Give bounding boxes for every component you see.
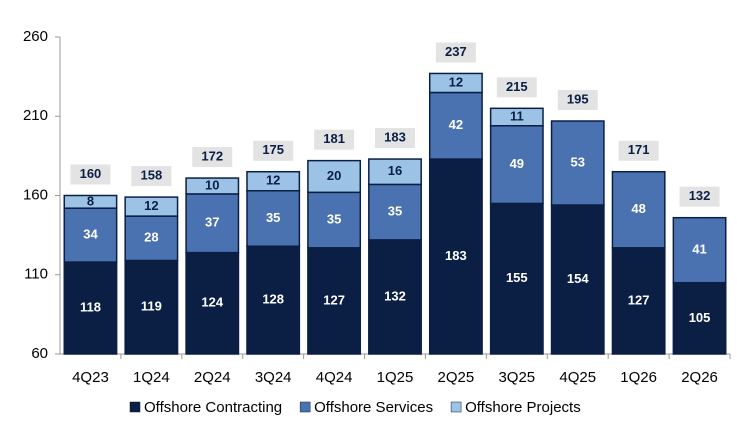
x-tick-label: 1Q25 <box>377 369 414 386</box>
segment-label: 34 <box>83 227 98 242</box>
bar-segment <box>672 216 727 284</box>
segment-label: 12 <box>144 198 158 213</box>
bar-segment <box>307 159 362 194</box>
y-tick-label: 110 <box>24 266 48 283</box>
segment-label: 118 <box>80 299 101 314</box>
legend-swatch <box>129 401 141 413</box>
total-box <box>618 140 659 161</box>
bar-segment <box>672 281 727 355</box>
bar-segment <box>368 158 422 186</box>
total-label: 172 <box>201 149 223 164</box>
segment-label: 35 <box>388 204 402 219</box>
x-tick-label: 2Q24 <box>194 369 231 386</box>
total-label: 158 <box>141 168 163 183</box>
legend-swatch <box>299 401 311 413</box>
segment-label: 41 <box>692 242 706 257</box>
bar-segment <box>63 261 118 355</box>
segment-label: 8 <box>87 193 94 208</box>
total-label: 181 <box>323 131 345 146</box>
total-box <box>679 186 720 207</box>
bar-segment <box>185 251 240 355</box>
x-tick-label: 4Q23 <box>72 369 109 386</box>
segment-label: 124 <box>201 295 223 310</box>
total-box <box>314 129 355 150</box>
bar-segment <box>246 189 301 247</box>
total-label: 175 <box>262 142 284 157</box>
segment-label: 183 <box>445 248 467 263</box>
segment-label: 53 <box>570 154 584 169</box>
total-label: 195 <box>567 91 589 106</box>
total-label: 160 <box>80 166 102 181</box>
bar-segment <box>428 72 483 94</box>
total-label: 132 <box>689 188 711 203</box>
total-box <box>557 90 598 111</box>
segment-label: 105 <box>689 310 711 325</box>
segment-label: 127 <box>628 292 650 307</box>
x-tick-label: 2Q25 <box>438 369 475 386</box>
y-tick-label: 60 <box>31 345 48 362</box>
total-box <box>435 42 476 63</box>
total-label: 171 <box>628 142 650 157</box>
total-box <box>375 128 415 149</box>
bar-segment <box>63 207 118 263</box>
segment-label: 48 <box>631 201 645 216</box>
y-tick-label: 210 <box>23 107 48 124</box>
x-tick-label: 2Q26 <box>681 369 718 386</box>
legend-label: Offshore Projects <box>465 399 581 416</box>
total-label: 215 <box>506 79 528 94</box>
x-tick-label: 3Q25 <box>498 369 535 386</box>
total-label: 183 <box>384 129 406 144</box>
x-tick-label: 1Q26 <box>620 369 657 386</box>
segment-label: 132 <box>384 288 406 303</box>
bar-segment <box>368 239 422 355</box>
segment-label: 11 <box>510 108 524 123</box>
bar-segment <box>489 107 544 127</box>
segment-label: 37 <box>205 215 219 230</box>
y-tick-label: 260 <box>23 28 48 45</box>
legend-label: Offshore Services <box>314 399 433 416</box>
segment-label: 128 <box>262 292 284 307</box>
segment-label: 12 <box>266 173 280 188</box>
bar-segment <box>307 247 362 355</box>
segment-label: 49 <box>510 156 524 171</box>
segment-label: 155 <box>506 270 528 285</box>
segment-label: 20 <box>327 168 341 183</box>
bar-segment <box>428 91 483 160</box>
segment-label: 12 <box>449 74 463 89</box>
segment-label: 10 <box>205 177 219 192</box>
bar-segment <box>185 177 240 195</box>
bar-segment <box>368 183 422 241</box>
x-tick-label: 4Q24 <box>316 369 353 386</box>
bar-segment <box>246 170 301 192</box>
x-tick-label: 4Q25 <box>559 369 596 386</box>
bar-segment <box>307 191 362 249</box>
total-box <box>192 147 233 168</box>
segment-label: 42 <box>449 117 463 132</box>
bar-segment <box>550 120 605 206</box>
total-box <box>496 77 537 98</box>
x-tick-label: 3Q24 <box>255 369 292 386</box>
bar-segment <box>246 245 301 355</box>
segment-label: 16 <box>388 163 402 178</box>
segment-label: 154 <box>567 271 589 286</box>
bar-segment <box>124 196 179 217</box>
segment-label: 35 <box>327 212 341 227</box>
total-box <box>253 140 294 161</box>
legend-label: Offshore Contracting <box>144 399 282 416</box>
y-tick-label: 160 <box>23 186 48 203</box>
segment-label: 127 <box>323 292 345 307</box>
total-label: 237 <box>445 44 467 59</box>
x-tick-label: 1Q24 <box>133 369 170 386</box>
total-box <box>70 164 111 185</box>
bar-segment <box>63 194 118 209</box>
bar-segment <box>611 170 666 249</box>
segment-label: 35 <box>266 210 280 225</box>
segment-label: 119 <box>141 299 162 314</box>
segment-label: 28 <box>144 230 158 245</box>
total-box <box>131 166 172 187</box>
bar-segment <box>489 202 544 355</box>
legend-swatch <box>450 401 462 413</box>
